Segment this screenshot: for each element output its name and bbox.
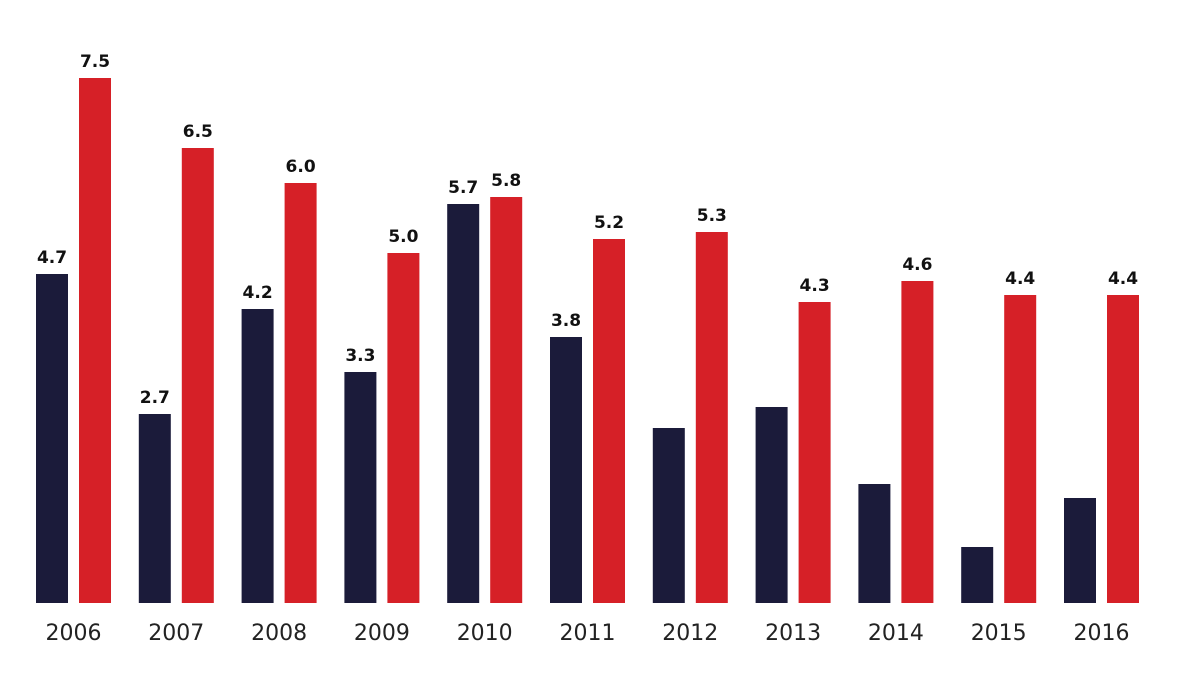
bar-2014-series-1	[858, 484, 891, 603]
x-tick-label-2013: 2013	[765, 621, 821, 646]
x-tick-label-2006: 2006	[46, 621, 102, 646]
value-label-2010-series-2: 5.8	[491, 171, 521, 191]
x-tick-label-2010: 2010	[457, 621, 513, 646]
x-tick-label-2015: 2015	[971, 621, 1027, 646]
value-label-2009-series-1: 3.3	[345, 346, 375, 366]
bar-2008-series-2	[284, 183, 317, 603]
value-label-2006-series-2: 7.5	[80, 52, 110, 72]
bar-2011-series-2	[593, 239, 625, 603]
bar-2011-series-1	[550, 337, 582, 603]
value-label-2011-series-1: 3.8	[551, 311, 581, 331]
value-label-2008-series-1: 4.2	[243, 283, 273, 303]
bar-2006-series-2	[79, 78, 111, 603]
bar-2012-series-2	[695, 232, 728, 603]
value-label-2012-series-2: 5.3	[697, 206, 727, 226]
value-label-2010-series-1: 5.7	[448, 178, 478, 198]
value-label-2016-series-2: 4.4	[1108, 269, 1138, 289]
bar-2012-series-1	[652, 428, 685, 603]
bar-2015-series-1	[961, 547, 994, 603]
x-tick-label-2014: 2014	[868, 621, 924, 646]
x-tick-label-2012: 2012	[662, 621, 718, 646]
bar-2009-series-1	[344, 372, 377, 603]
value-label-2014-series-2: 4.6	[902, 255, 932, 275]
value-label-2007-series-2: 6.5	[183, 122, 213, 142]
bar-2016-series-2	[1107, 295, 1139, 603]
x-tick-label-2016: 2016	[1074, 621, 1130, 646]
x-tick-label-2009: 2009	[354, 621, 410, 646]
value-label-2013-series-2: 4.3	[800, 276, 830, 296]
x-tick-label-2008: 2008	[251, 621, 307, 646]
x-axis-tick-labels: 2006 2007 2008 2009 2010 2011 2012 2013 2014 2015…	[46, 621, 1130, 646]
x-tick-label-2007: 2007	[148, 621, 204, 646]
bar-2010-series-2	[490, 197, 523, 603]
bar-2008-series-1	[241, 309, 274, 603]
bar-2015-series-2	[1004, 295, 1037, 603]
value-label-2007-series-1: 2.7	[140, 388, 170, 408]
bar-2013-series-2	[798, 302, 831, 603]
value-label-2008-series-2: 6.0	[286, 157, 316, 177]
value-label-2006-series-1: 4.7	[37, 248, 67, 268]
bar-2010-series-1	[447, 204, 480, 603]
x-tick-label-2011: 2011	[560, 621, 616, 646]
bar-2013-series-1	[755, 407, 788, 603]
bar-2009-series-2	[387, 253, 420, 603]
value-labels-layer: 4.7 7.5 2.7 6.5 4.2 6.0 3.3 5.0 5.7 5.8 3.8 5.2 5.3 4…	[37, 52, 1138, 408]
value-label-2011-series-2: 5.2	[594, 213, 624, 233]
bar-2006-series-1	[36, 274, 68, 603]
bars-layer	[36, 78, 1139, 603]
bar-2016-series-1	[1064, 498, 1096, 603]
bar-2014-series-2	[901, 281, 934, 603]
bar-2007-series-1	[138, 414, 171, 603]
value-label-2015-series-2: 4.4	[1005, 269, 1035, 289]
value-label-2009-series-2: 5.0	[388, 227, 418, 247]
bar-2007-series-2	[181, 148, 214, 603]
